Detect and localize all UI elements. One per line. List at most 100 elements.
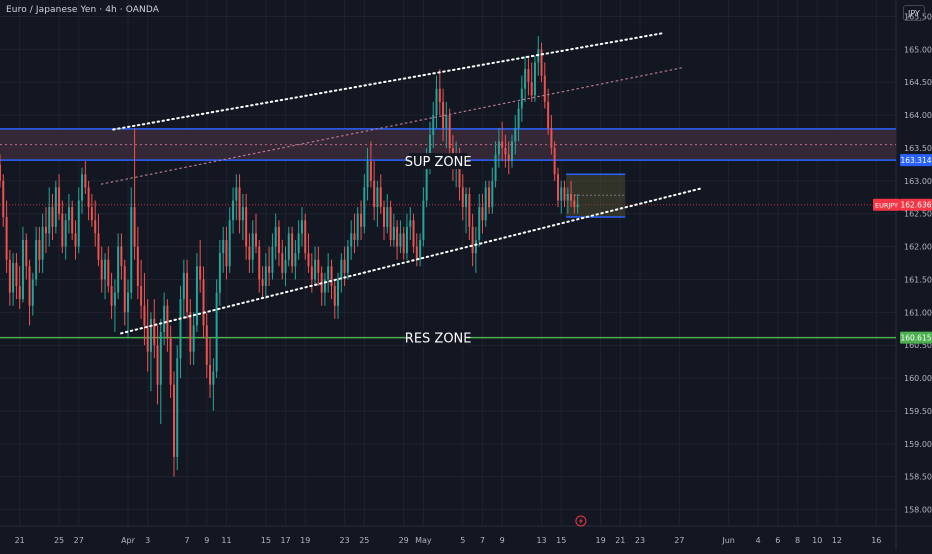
candle-body bbox=[228, 220, 231, 267]
time-tick-label: 7 bbox=[480, 536, 485, 545]
candle-body bbox=[422, 200, 425, 240]
candle-body bbox=[504, 147, 507, 155]
annotations: SUP ZONE RES ZONE bbox=[405, 153, 472, 347]
candle-body bbox=[74, 233, 77, 247]
time-tick-label: 17 bbox=[280, 536, 290, 545]
candle-body bbox=[497, 141, 500, 155]
candle-body bbox=[284, 259, 287, 273]
price-tick-label: 160.500 bbox=[904, 341, 932, 350]
candle-body bbox=[18, 286, 21, 300]
candle-body bbox=[471, 226, 474, 254]
candle-body bbox=[120, 246, 123, 267]
symbol-tag-bg bbox=[873, 198, 900, 211]
candle-body bbox=[530, 82, 533, 96]
time-tick-label: 27 bbox=[74, 536, 84, 545]
candle-body bbox=[547, 101, 550, 129]
candle-body bbox=[61, 213, 64, 247]
candle-body bbox=[117, 246, 120, 293]
candle-body bbox=[560, 187, 563, 201]
candle-body bbox=[64, 220, 67, 247]
candle-body bbox=[501, 141, 504, 148]
price-tick-label: 161.000 bbox=[904, 308, 932, 317]
time-tick-label: 5 bbox=[460, 536, 465, 545]
candle-body bbox=[465, 193, 468, 208]
candle-body bbox=[330, 266, 333, 287]
candle-body bbox=[54, 187, 57, 227]
time-tick-label: 21 bbox=[615, 536, 625, 545]
candle-body bbox=[517, 108, 520, 129]
candle-body bbox=[268, 266, 271, 273]
candle-body bbox=[12, 263, 15, 293]
candle-body bbox=[448, 115, 451, 148]
price-axis[interactable]: 165.500 165.000 164.500 164.000 163.500 163.0… bbox=[873, 12, 932, 515]
candle-body bbox=[218, 253, 221, 293]
candle-body bbox=[159, 332, 162, 385]
price-tick-label: 164.000 bbox=[904, 111, 932, 120]
candle-body bbox=[389, 207, 392, 240]
candle-body bbox=[44, 226, 47, 234]
price-tick-label: 158.500 bbox=[904, 473, 932, 482]
candle-body bbox=[140, 286, 143, 306]
candle-body bbox=[438, 88, 441, 102]
candle-body bbox=[360, 213, 363, 227]
candle-body bbox=[107, 259, 110, 287]
candle-body bbox=[81, 174, 84, 201]
candle-body bbox=[350, 233, 353, 247]
trendlines bbox=[100, 31, 702, 335]
trendline-channel-mid bbox=[100, 67, 683, 185]
candle-body bbox=[212, 371, 215, 385]
candle-body bbox=[491, 180, 494, 208]
candle-body bbox=[314, 259, 317, 280]
candle-body bbox=[5, 216, 8, 260]
candle-body bbox=[130, 207, 133, 293]
candle-body bbox=[199, 266, 202, 280]
candle-body bbox=[409, 220, 412, 227]
sup-line-price-tag: 163.314 bbox=[900, 156, 931, 165]
time-tick-label: May bbox=[415, 536, 432, 545]
candle-body bbox=[405, 226, 408, 254]
time-tick-label: 29 bbox=[399, 536, 409, 545]
currency-button[interactable]: JPY bbox=[903, 5, 925, 21]
candle-body bbox=[133, 207, 136, 247]
candle-body bbox=[386, 207, 389, 227]
candle-body bbox=[573, 200, 576, 208]
candle-body bbox=[333, 286, 336, 306]
price-tick-label: 158.000 bbox=[904, 506, 932, 515]
candle-body bbox=[58, 187, 61, 214]
time-tick-label: 25 bbox=[54, 536, 64, 545]
current-price-tag-bg bbox=[900, 198, 932, 211]
candle-body bbox=[90, 207, 93, 221]
time-tick-label: 12 bbox=[832, 536, 842, 545]
candle-body bbox=[494, 154, 497, 181]
candle-body bbox=[376, 187, 379, 208]
candle-body bbox=[363, 187, 366, 227]
candle-body bbox=[396, 226, 399, 247]
time-tick-label: Jun bbox=[721, 536, 735, 545]
lightning-icon bbox=[575, 515, 587, 527]
time-tick-label: 6 bbox=[775, 536, 780, 545]
candle-body bbox=[255, 233, 257, 247]
price-tick-label: 159.000 bbox=[904, 440, 932, 449]
candle-body bbox=[550, 128, 553, 148]
res-line-price-tag: 160.615 bbox=[900, 334, 931, 343]
time-tick-label: 19 bbox=[596, 536, 606, 545]
symbol-title[interactable]: Euro / Japanese Yen · 4h · OANDA bbox=[6, 5, 159, 15]
current-price-tag: 162.636 bbox=[900, 201, 931, 210]
candle-body bbox=[343, 259, 346, 273]
time-axis[interactable]: 21 25 27 Apr 3 7 9 11 15 17 19 23 25 29 May 5 7 9 13 15 19 21… bbox=[15, 515, 882, 545]
candle-body bbox=[163, 305, 166, 333]
time-tick-label: 10 bbox=[812, 536, 822, 545]
candle-body bbox=[570, 193, 573, 201]
candle-body bbox=[41, 226, 44, 260]
candle-body bbox=[277, 226, 280, 254]
candle-body bbox=[543, 75, 546, 102]
candle-body bbox=[527, 69, 530, 83]
time-tick-label: 15 bbox=[556, 536, 566, 545]
candle-body bbox=[307, 253, 310, 267]
time-tick-label: 19 bbox=[300, 536, 310, 545]
candle-body bbox=[511, 141, 513, 162]
price-tick-label: 163.000 bbox=[904, 177, 932, 186]
